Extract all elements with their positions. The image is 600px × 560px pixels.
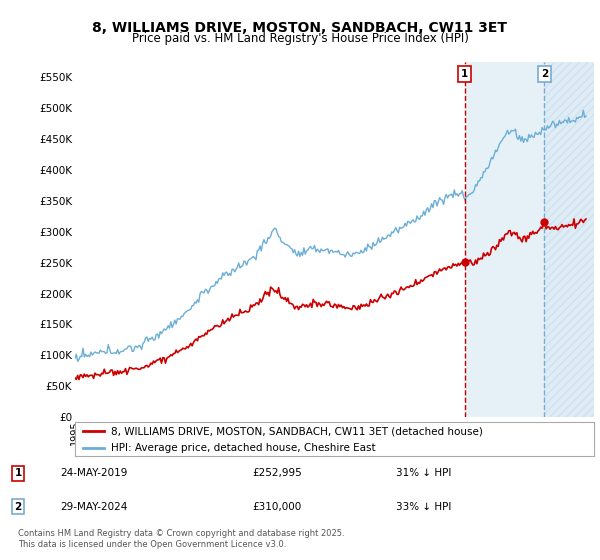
Text: £252,995: £252,995 (252, 468, 302, 478)
Text: Contains HM Land Registry data © Crown copyright and database right 2025.
This d: Contains HM Land Registry data © Crown c… (18, 529, 344, 549)
Text: 24-MAY-2019: 24-MAY-2019 (60, 468, 127, 478)
Text: 33% ↓ HPI: 33% ↓ HPI (396, 502, 451, 512)
Text: 8, WILLIAMS DRIVE, MOSTON, SANDBACH, CW11 3ET: 8, WILLIAMS DRIVE, MOSTON, SANDBACH, CW1… (92, 21, 508, 35)
Text: 29-MAY-2024: 29-MAY-2024 (60, 502, 127, 512)
Bar (464, 62, 594, 417)
Text: 2: 2 (541, 69, 548, 79)
Bar (544, 62, 594, 417)
Text: 31% ↓ HPI: 31% ↓ HPI (396, 468, 451, 478)
Text: Price paid vs. HM Land Registry's House Price Index (HPI): Price paid vs. HM Land Registry's House … (131, 32, 469, 45)
Text: 1: 1 (14, 468, 22, 478)
Text: 8, WILLIAMS DRIVE, MOSTON, SANDBACH, CW11 3ET (detached house): 8, WILLIAMS DRIVE, MOSTON, SANDBACH, CW1… (112, 426, 483, 436)
Text: £310,000: £310,000 (252, 502, 301, 512)
Text: HPI: Average price, detached house, Cheshire East: HPI: Average price, detached house, Ches… (112, 443, 376, 452)
Text: 2: 2 (14, 502, 22, 512)
Text: 1: 1 (461, 69, 468, 79)
